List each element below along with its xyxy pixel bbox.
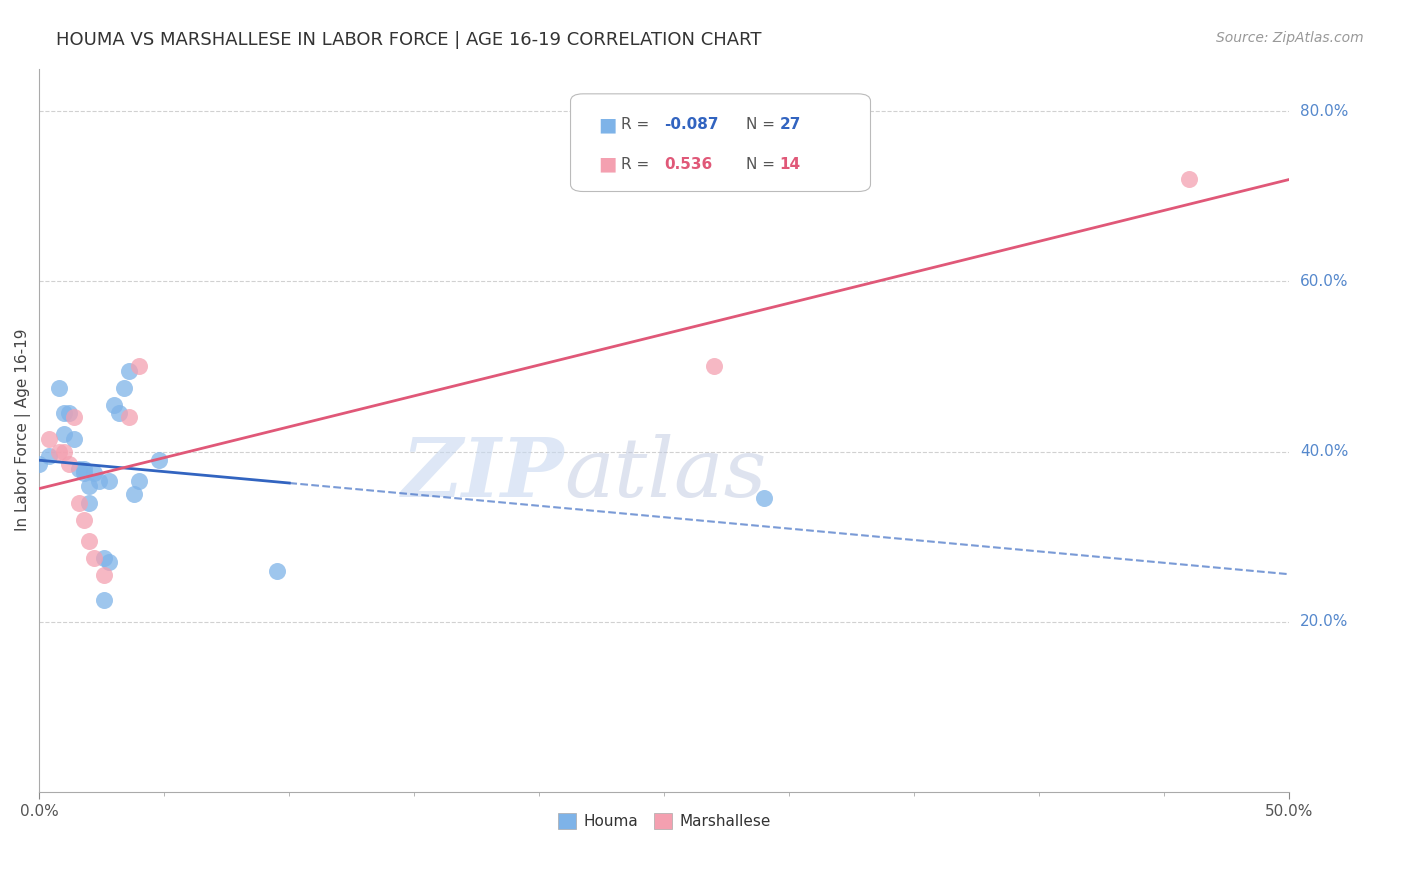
Point bbox=[128, 359, 150, 374]
Point bbox=[103, 398, 125, 412]
Text: ZIP: ZIP bbox=[402, 434, 564, 514]
Point bbox=[83, 550, 105, 565]
Point bbox=[38, 432, 60, 446]
Point bbox=[118, 364, 141, 378]
Text: atlas: atlas bbox=[564, 434, 766, 514]
Point bbox=[108, 406, 131, 420]
Text: HOUMA VS MARSHALLESE IN LABOR FORCE | AGE 16-19 CORRELATION CHART: HOUMA VS MARSHALLESE IN LABOR FORCE | AG… bbox=[56, 31, 762, 49]
Point bbox=[1178, 172, 1201, 186]
Y-axis label: In Labor Force | Age 16-19: In Labor Force | Age 16-19 bbox=[15, 329, 31, 532]
Point bbox=[79, 495, 101, 509]
Point bbox=[48, 381, 70, 395]
Point bbox=[98, 475, 121, 489]
Point bbox=[38, 449, 60, 463]
Point bbox=[148, 453, 170, 467]
Point bbox=[124, 487, 146, 501]
Text: ■: ■ bbox=[598, 115, 616, 135]
Point bbox=[128, 475, 150, 489]
Point bbox=[73, 466, 96, 480]
Point bbox=[53, 406, 76, 420]
Point bbox=[266, 564, 288, 578]
Point bbox=[79, 533, 101, 548]
Text: 14: 14 bbox=[779, 156, 800, 171]
Legend: Houma, Marshallese: Houma, Marshallese bbox=[551, 806, 778, 835]
Point bbox=[93, 593, 115, 607]
Point bbox=[63, 432, 86, 446]
Text: 60.0%: 60.0% bbox=[1301, 274, 1348, 289]
Point bbox=[93, 550, 115, 565]
Point bbox=[98, 555, 121, 569]
Point bbox=[28, 457, 51, 471]
Text: Source: ZipAtlas.com: Source: ZipAtlas.com bbox=[1216, 31, 1364, 45]
Point bbox=[112, 381, 135, 395]
Text: 40.0%: 40.0% bbox=[1301, 444, 1348, 459]
Point bbox=[67, 495, 90, 509]
Point bbox=[93, 568, 115, 582]
Point bbox=[89, 475, 111, 489]
Point bbox=[73, 513, 96, 527]
Point bbox=[53, 444, 76, 458]
Point bbox=[79, 478, 101, 492]
Text: R =: R = bbox=[620, 156, 658, 171]
Text: 0.536: 0.536 bbox=[664, 156, 713, 171]
Point bbox=[53, 427, 76, 442]
Point bbox=[73, 461, 96, 475]
Point bbox=[83, 466, 105, 480]
Text: 20.0%: 20.0% bbox=[1301, 615, 1348, 629]
Point bbox=[58, 457, 80, 471]
Point bbox=[63, 410, 86, 425]
Text: R =: R = bbox=[620, 118, 654, 132]
Point bbox=[118, 410, 141, 425]
Text: ■: ■ bbox=[598, 154, 616, 174]
Point bbox=[58, 406, 80, 420]
Point bbox=[48, 444, 70, 458]
Text: N =: N = bbox=[745, 156, 779, 171]
Text: -0.087: -0.087 bbox=[664, 118, 718, 132]
Point bbox=[703, 359, 725, 374]
Text: N =: N = bbox=[745, 118, 779, 132]
Text: 27: 27 bbox=[779, 118, 800, 132]
FancyBboxPatch shape bbox=[571, 94, 870, 192]
Point bbox=[67, 461, 90, 475]
Text: 80.0%: 80.0% bbox=[1301, 103, 1348, 119]
Point bbox=[754, 491, 776, 506]
